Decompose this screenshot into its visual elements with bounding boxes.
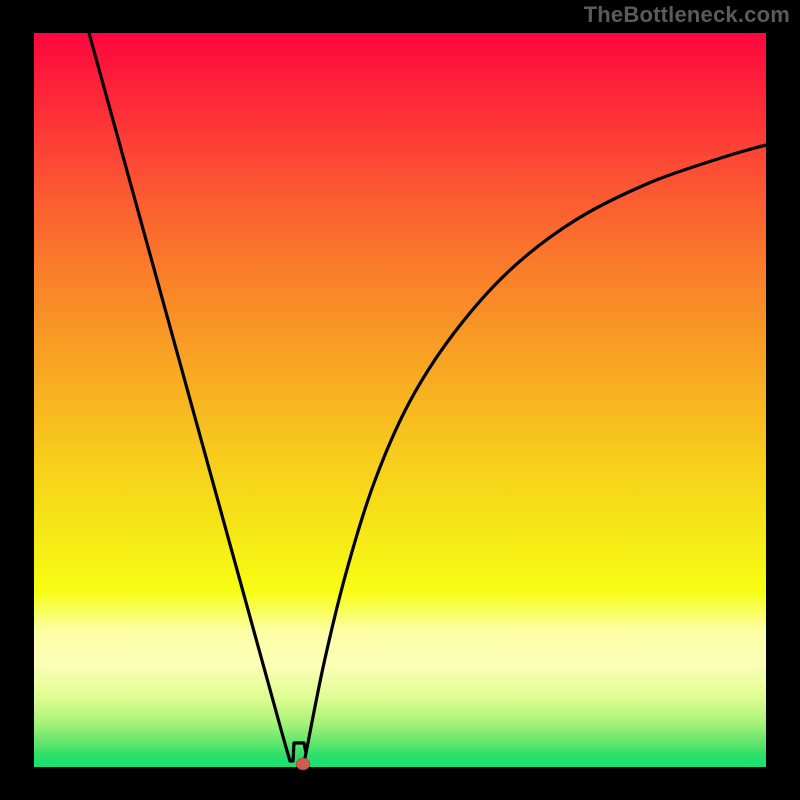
watermark-label: TheBottleneck.com: [584, 2, 790, 28]
plot-background: [34, 33, 766, 767]
minimum-marker: [296, 758, 310, 770]
chart-container: TheBottleneck.com: [0, 0, 800, 800]
bottleneck-chart: [0, 0, 800, 800]
